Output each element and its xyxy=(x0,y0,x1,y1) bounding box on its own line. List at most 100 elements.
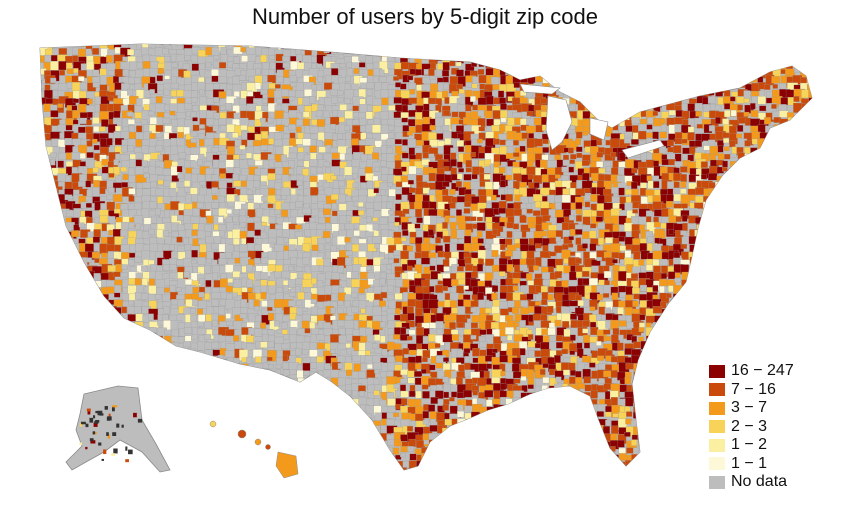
zip-tile xyxy=(184,187,191,193)
zip-tile xyxy=(611,83,623,94)
zip-tile xyxy=(780,153,791,164)
zip-tile xyxy=(724,154,731,160)
zip-tile xyxy=(218,76,228,84)
zip-tile xyxy=(541,292,549,301)
zip-tile xyxy=(436,69,443,77)
zip-tile xyxy=(232,132,239,138)
zip-tile xyxy=(555,174,561,179)
zip-tile xyxy=(86,119,92,126)
zip-tile xyxy=(771,104,777,109)
zip-tile xyxy=(170,90,177,97)
zip-tile xyxy=(190,138,197,143)
zip-tile xyxy=(723,81,729,87)
zip-tile xyxy=(576,54,586,63)
zip-tile xyxy=(702,244,714,255)
zip-tile xyxy=(295,224,302,230)
zip-tile xyxy=(602,82,614,92)
zip-tile xyxy=(135,350,146,363)
zip-tile xyxy=(492,313,501,322)
zip-tile xyxy=(268,82,276,89)
zip-tile xyxy=(40,168,50,177)
zip-tile xyxy=(254,306,260,311)
zip-tile xyxy=(575,252,581,259)
zip-tile xyxy=(190,131,198,137)
zip-tile xyxy=(799,195,810,205)
zip-tile xyxy=(680,61,692,70)
zip-tile xyxy=(40,138,46,145)
zip-tile xyxy=(108,173,115,178)
zip-tile xyxy=(79,329,87,335)
zip-tile xyxy=(80,300,89,307)
zip-tile xyxy=(744,208,752,215)
zip-tile xyxy=(604,44,615,50)
zip-tile xyxy=(59,132,66,139)
zip-tile xyxy=(58,181,66,187)
zip-tile xyxy=(674,84,682,91)
zip-tile xyxy=(408,329,416,336)
zip-tile xyxy=(40,287,45,296)
zip-tile xyxy=(612,265,620,273)
zip-tile xyxy=(43,271,50,280)
zip-tile xyxy=(814,251,823,259)
zip-tile xyxy=(337,97,344,103)
zip-tile xyxy=(695,285,703,292)
zip-tile xyxy=(723,329,734,341)
zip-tile xyxy=(528,265,535,273)
zip-tile xyxy=(491,348,498,353)
zip-tile xyxy=(764,230,776,244)
zip-tile xyxy=(569,159,575,164)
zip-tile xyxy=(338,116,345,123)
zip-tile xyxy=(528,321,534,326)
zip-tile xyxy=(792,238,800,245)
zip-tile xyxy=(79,273,87,279)
zip-tile xyxy=(771,152,782,162)
zip-tile xyxy=(45,329,52,336)
zip-tile xyxy=(654,343,663,351)
zip-tile xyxy=(816,230,825,239)
zip-tile xyxy=(800,216,810,225)
zip-tile xyxy=(806,187,812,196)
zip-tile xyxy=(541,174,550,183)
zip-tile xyxy=(675,216,682,222)
zip-tile xyxy=(689,272,696,278)
zip-tile xyxy=(456,69,464,77)
zip-tile xyxy=(45,278,57,291)
zip-tile xyxy=(632,209,638,214)
zip-tile xyxy=(463,285,469,290)
zip-tile xyxy=(801,103,812,117)
zip-tile xyxy=(486,196,492,201)
zip-tile xyxy=(281,209,289,217)
zip-tile xyxy=(722,292,733,302)
zip-tile xyxy=(568,55,576,62)
zip-tile xyxy=(752,231,764,244)
zip-tile xyxy=(626,76,632,81)
zip-tile xyxy=(765,258,776,267)
zip-tile xyxy=(633,61,640,68)
zip-tile xyxy=(70,264,78,271)
zip-tile xyxy=(253,216,261,223)
zip-tile xyxy=(652,294,659,300)
zip-tile xyxy=(157,179,164,185)
zip-tile xyxy=(225,216,233,223)
zip-tile xyxy=(540,61,548,69)
zip-tile xyxy=(815,215,820,221)
zip-tile xyxy=(540,341,551,351)
zip-tile xyxy=(791,139,801,146)
zip-tile xyxy=(470,335,477,340)
zip-tile xyxy=(652,326,661,334)
zip-tile xyxy=(456,209,462,216)
zip-tile xyxy=(288,146,298,154)
zip-tile xyxy=(499,63,506,71)
zip-tile xyxy=(114,284,122,294)
zip-tile xyxy=(743,244,752,254)
zip-tile xyxy=(780,272,791,283)
zip-tile xyxy=(750,265,759,274)
zip-tile xyxy=(415,140,424,146)
zip-tile xyxy=(652,322,661,331)
zip-tile xyxy=(386,201,394,209)
zip-tile xyxy=(547,76,554,83)
zip-tile xyxy=(493,119,501,126)
zip-tile xyxy=(218,145,226,152)
zip-tile xyxy=(618,236,625,242)
zip-tile xyxy=(647,180,654,189)
